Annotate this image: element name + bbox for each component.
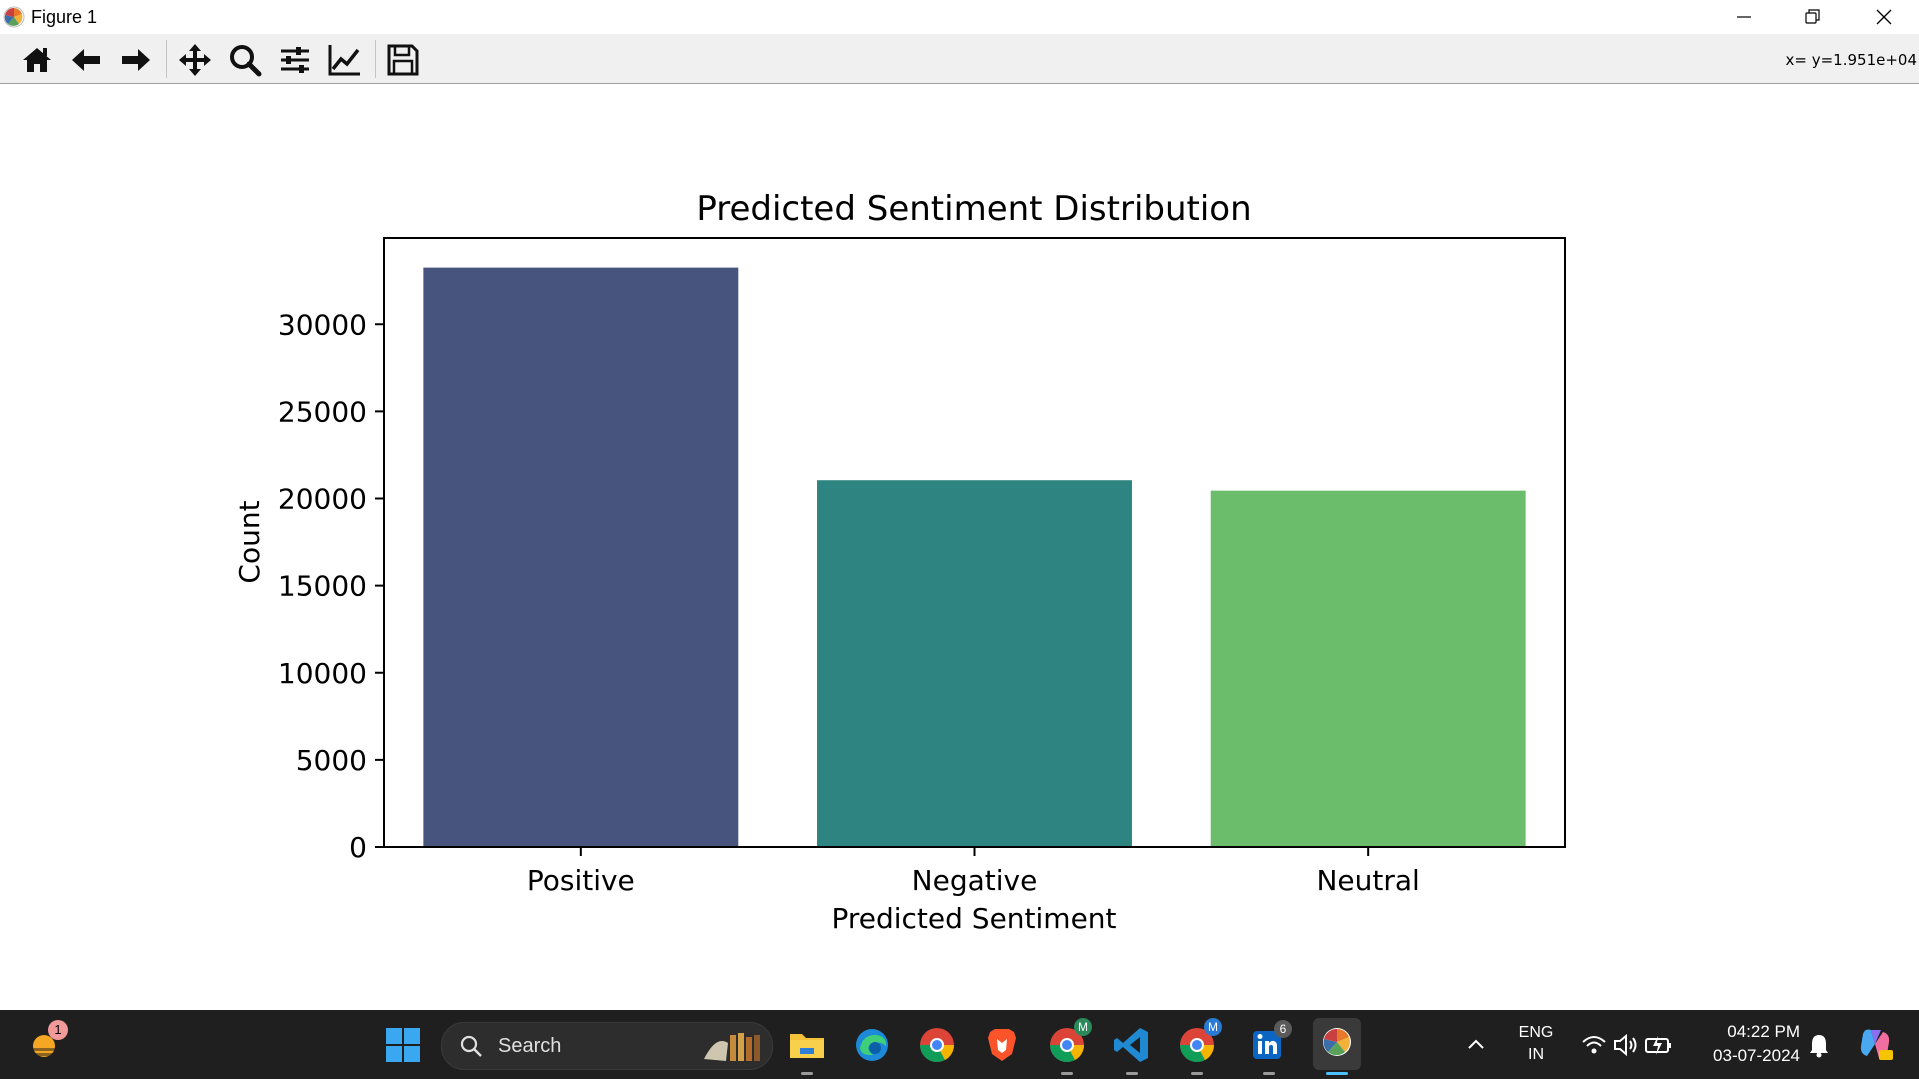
wifi-icon [1582, 1036, 1606, 1054]
taskbar-search-box[interactable]: Search [441, 1022, 773, 1070]
toolbar-separator [375, 40, 376, 78]
running-indicator [1191, 1072, 1203, 1075]
home-icon [23, 48, 51, 72]
profile-badge: M [1204, 1018, 1222, 1036]
window-title: Figure 1 [31, 7, 98, 27]
home-button[interactable] [19, 42, 55, 78]
zoom-button[interactable] [227, 42, 263, 78]
brave-browser-icon [988, 1029, 1016, 1061]
toolbar-separator [166, 40, 167, 78]
clock-date: 03-07-2024 [1713, 1046, 1800, 1065]
clock-time: 04:22 PM [1727, 1022, 1800, 1041]
bar-negative [817, 480, 1132, 847]
linkedin-button[interactable]: 6 [1248, 1020, 1292, 1075]
x-tick-label: Neutral [1316, 864, 1419, 897]
y-tick-label: 15000 [278, 570, 367, 603]
linkedin-icon [1253, 1031, 1281, 1059]
battery-charging-icon [1645, 1036, 1671, 1055]
y-tick-label: 25000 [278, 395, 367, 428]
y-tick-label: 5000 [296, 744, 367, 777]
notification-badge: 1 [48, 1020, 68, 1040]
chrome-profile-m2-button[interactable]: M [1176, 1018, 1222, 1075]
y-axis-label: Count [233, 500, 266, 583]
running-indicator [1126, 1072, 1138, 1075]
running-indicator [801, 1072, 813, 1075]
copilot-icon[interactable] [1855, 1024, 1895, 1064]
axes-edit-chart-icon [328, 45, 360, 76]
vscode-button[interactable] [1111, 1024, 1153, 1075]
navigation-toolbar: x= y=1.951e+04 [0, 34, 1919, 84]
brave-browser-button[interactable] [981, 1024, 1023, 1066]
edge-browser-button[interactable] [851, 1024, 893, 1066]
chrome-profile-m-button[interactable]: M [1046, 1018, 1092, 1075]
chrome-profile-m-icon [1050, 1028, 1084, 1062]
y-tick-label: 0 [349, 831, 367, 864]
close-button[interactable] [1849, 0, 1919, 34]
back-arrow-icon [72, 49, 100, 71]
notification-bell-icon[interactable] [1807, 1032, 1831, 1058]
configure-subplots-button[interactable] [277, 42, 313, 78]
window-title-bar[interactable]: Figure 1 [0, 0, 1919, 35]
running-indicator [1061, 1072, 1073, 1075]
notification-count-badge: 6 [1274, 1020, 1292, 1038]
windows-taskbar: 1 Search [0, 1010, 1919, 1079]
figure-canvas[interactable]: Predicted Sentiment Distribution 0 5000 10… [0, 84, 1919, 1010]
subplots-sliders-icon [281, 47, 309, 73]
forward-button[interactable] [118, 42, 154, 78]
chrome-browser-icon [920, 1028, 954, 1062]
matplotlib-figure-button[interactable] [1313, 1018, 1361, 1075]
chart-title: Predicted Sentiment Distribution [696, 189, 1251, 229]
chrome-browser-button[interactable] [916, 1024, 958, 1066]
save-floppy-icon [387, 44, 419, 76]
minimize-icon [1737, 16, 1751, 18]
bar-chart: Predicted Sentiment Distribution 0 5000 10… [233, 189, 1566, 935]
forward-arrow-icon [122, 49, 150, 71]
y-tick-label: 20000 [278, 483, 367, 516]
x-tick-label: Negative [912, 864, 1038, 897]
vscode-icon [1114, 1028, 1148, 1062]
profile-badge: M [1074, 1018, 1092, 1036]
volume-icon [1614, 1033, 1637, 1057]
back-button[interactable] [68, 42, 104, 78]
system-clock[interactable]: 04:22 PM 03-07-2024 [1680, 1020, 1800, 1068]
language-indicator[interactable]: ENG IN [1516, 1022, 1556, 1066]
file-explorer-icon [790, 1034, 824, 1058]
search-label: Search [498, 1035, 562, 1057]
search-highlight-illustration-icon [704, 1033, 760, 1061]
matplotlib-app-icon [3, 6, 25, 28]
x-tick-label: Positive [527, 864, 635, 897]
y-tick-label: 10000 [278, 657, 367, 690]
cursor-coordinates-readout: x= y=1.951e+04 [1785, 51, 1917, 69]
restore-button[interactable] [1778, 0, 1848, 34]
pan-move-icon [179, 44, 211, 76]
save-button[interactable] [385, 42, 421, 78]
active-indicator [1326, 1072, 1348, 1075]
minimize-button[interactable] [1709, 0, 1779, 34]
chrome-profile-m2-icon [1180, 1028, 1214, 1062]
windows-start-icon[interactable] [385, 1027, 421, 1063]
close-icon [1876, 9, 1892, 25]
edit-axes-button[interactable] [327, 42, 363, 78]
file-explorer-button[interactable] [786, 1024, 828, 1075]
x-axis-label: Predicted Sentiment [831, 902, 1116, 935]
zoom-magnifier-icon [230, 45, 262, 77]
weather-widget-icon[interactable] [26, 1026, 66, 1066]
region-code: IN [1528, 1046, 1544, 1063]
y-tick-label: 30000 [278, 308, 367, 341]
bar-positive [423, 267, 739, 847]
matplotlib-figure-icon [1323, 1028, 1351, 1056]
pan-button[interactable] [177, 42, 213, 78]
bar-neutral [1210, 490, 1526, 847]
running-indicator [1263, 1072, 1275, 1075]
restore-icon [1805, 9, 1820, 24]
edge-browser-icon [856, 1029, 888, 1061]
search-icon [460, 1035, 482, 1057]
language-code: ENG [1518, 1024, 1554, 1041]
show-hidden-icons-chevron-icon[interactable] [1466, 1035, 1486, 1055]
